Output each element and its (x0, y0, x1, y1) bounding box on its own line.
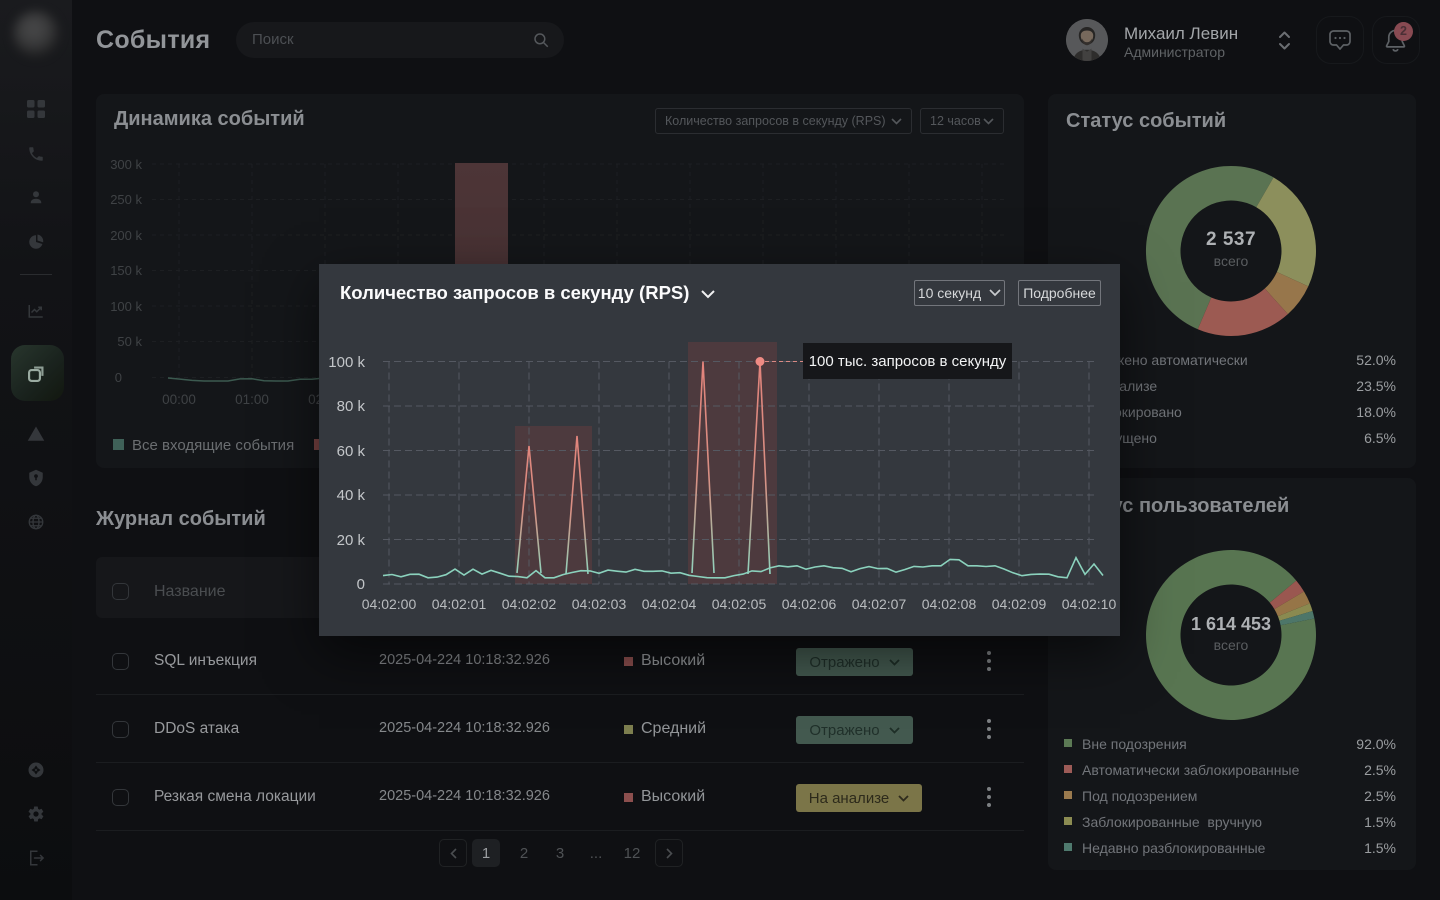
svg-text:01:00: 01:00 (235, 392, 269, 407)
svg-text:04:02:03: 04:02:03 (572, 596, 627, 612)
svg-text:40 k: 40 k (337, 487, 366, 504)
svg-text:100 k: 100 k (328, 354, 365, 371)
svg-text:04:02:07: 04:02:07 (852, 596, 907, 612)
svg-text:0: 0 (357, 576, 365, 593)
svg-text:00:00: 00:00 (162, 392, 196, 407)
svg-text:200 k: 200 k (110, 228, 142, 243)
svg-text:250 k: 250 k (110, 192, 142, 207)
svg-text:04:02:00: 04:02:00 (362, 596, 417, 612)
svg-text:04:02:02: 04:02:02 (502, 596, 557, 612)
svg-text:04:02:06: 04:02:06 (782, 596, 837, 612)
svg-text:04:02:08: 04:02:08 (922, 596, 977, 612)
svg-text:Все входящие события: Все входящие события (132, 437, 294, 454)
svg-text:04:02:10: 04:02:10 (1062, 596, 1117, 612)
svg-text:60 k: 60 k (337, 443, 366, 460)
svg-text:50 k: 50 k (117, 334, 142, 349)
svg-text:80 k: 80 k (337, 398, 366, 415)
svg-text:100 k: 100 k (110, 299, 142, 314)
svg-text:300 k: 300 k (110, 157, 142, 172)
svg-text:20 k: 20 k (337, 532, 366, 549)
svg-text:04:02:09: 04:02:09 (992, 596, 1047, 612)
svg-text:04:02:04: 04:02:04 (642, 596, 697, 612)
svg-text:04:02:05: 04:02:05 (712, 596, 767, 612)
svg-text:0: 0 (115, 370, 122, 385)
svg-text:150 k: 150 k (110, 263, 142, 278)
svg-text:04:02:01: 04:02:01 (432, 596, 487, 612)
